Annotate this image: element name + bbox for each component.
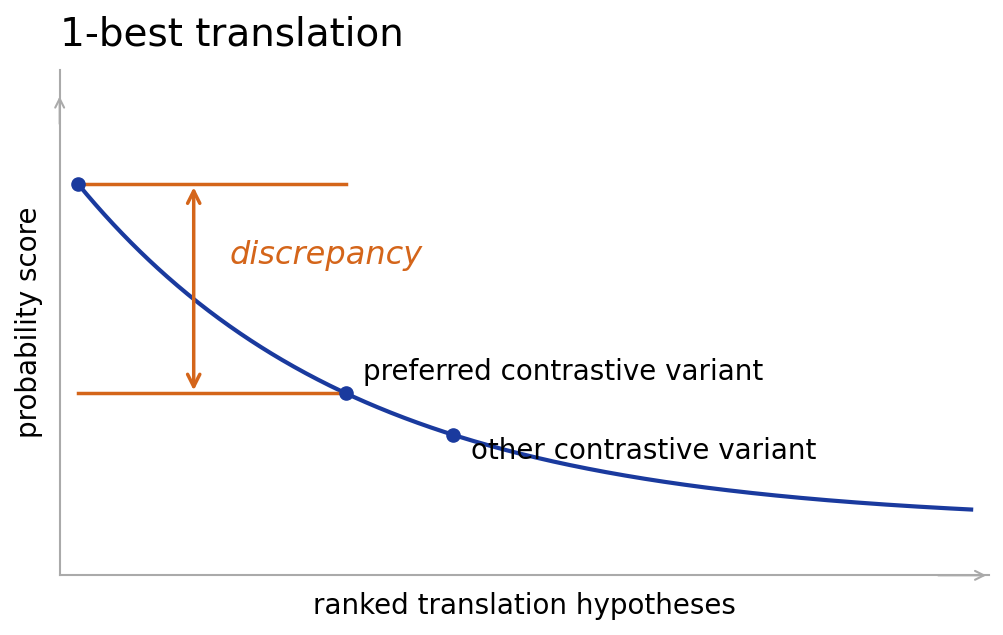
Text: discrepancy: discrepancy [230, 240, 422, 271]
Point [337, 388, 353, 398]
X-axis label: ranked translation hypotheses: ranked translation hypotheses [313, 592, 735, 620]
Text: other contrastive variant: other contrastive variant [470, 437, 815, 465]
Text: preferred contrastive variant: preferred contrastive variant [363, 358, 763, 386]
Point [70, 179, 86, 189]
Text: 1-best translation: 1-best translation [59, 15, 403, 53]
Y-axis label: probability score: probability score [15, 207, 43, 438]
Point [444, 430, 460, 440]
